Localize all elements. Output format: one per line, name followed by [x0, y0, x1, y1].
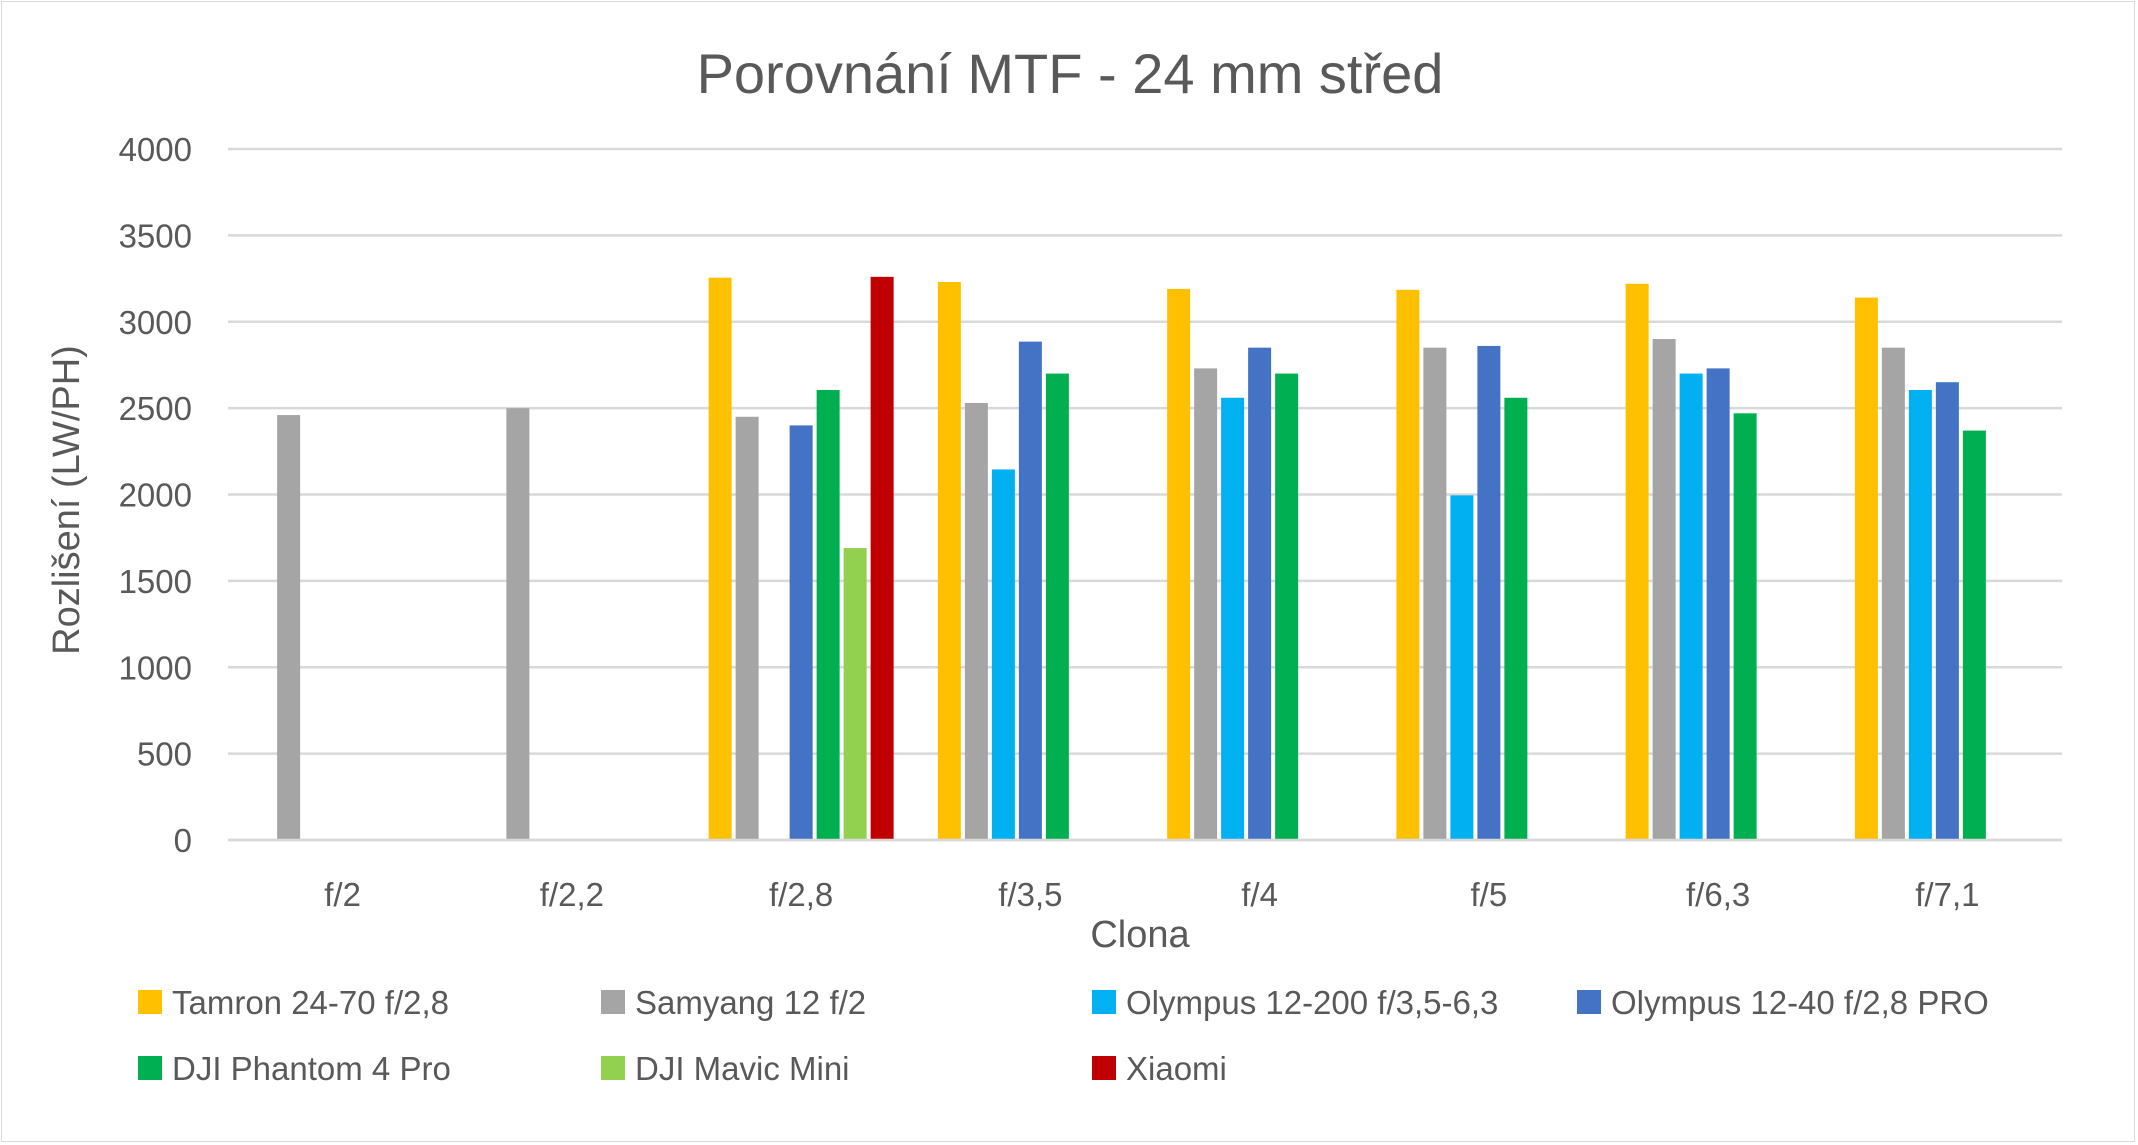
bar-olympus-12-200-f-3-5-6-3-5 [1450, 495, 1474, 840]
legend-swatch [1577, 990, 1601, 1014]
bar-olympus-12-200-f-3-5-6-3-3 [991, 469, 1015, 840]
y-tick-label: 1000 [119, 649, 192, 686]
bar-olympus-12-200-f-3-5-6-3-6 [1679, 373, 1703, 840]
legend-swatch [601, 1056, 625, 1080]
bar-xiaomi-2 [870, 276, 894, 841]
bar-dji-phantom-4-pro-2 [816, 389, 840, 840]
y-tick-label: 3000 [119, 304, 192, 341]
bar-tamron-24-70-f-2-8-6 [1625, 283, 1649, 840]
x-axis-label: Clona [1090, 914, 1190, 956]
legend-swatch [1092, 990, 1116, 1014]
x-tick-label: f/7,1 [1915, 876, 1979, 913]
bar-olympus-12-40-f-2-8-pro-7 [1935, 382, 1959, 840]
bar-tamron-24-70-f-2-8-2 [708, 277, 732, 841]
y-tick-label: 1500 [119, 563, 192, 600]
bar-olympus-12-40-f-2-8-pro-5 [1477, 345, 1501, 840]
legend-swatch [138, 1056, 162, 1080]
y-tick-label: 2000 [119, 477, 192, 514]
bars [228, 276, 2062, 842]
y-tick-label: 4000 [119, 131, 192, 168]
legend-swatch [1092, 1056, 1116, 1080]
y-tick-label: 500 [137, 736, 192, 773]
bar-olympus-12-40-f-2-8-pro-2 [789, 425, 813, 840]
x-tick-label: f/2 [324, 876, 361, 913]
bar-dji-phantom-4-pro-6 [1733, 413, 1757, 840]
bar-samyang-12-f-2-0 [277, 415, 301, 840]
x-tick-label: f/2,8 [769, 876, 833, 913]
legend-label: Samyang 12 f/2 [635, 984, 866, 1021]
bar-samyang-12-f-2-5 [1423, 347, 1447, 840]
x-tick-label: f/3,5 [998, 876, 1062, 913]
bar-dji-phantom-4-pro-7 [1962, 430, 1986, 840]
bar-dji-mavic-mini-2 [843, 548, 867, 840]
bar-olympus-12-200-f-3-5-6-3-4 [1221, 397, 1245, 840]
legend-label: Tamron 24-70 f/2,8 [172, 984, 449, 1021]
legend-label: Xiaomi [1126, 1050, 1227, 1087]
bar-tamron-24-70-f-2-8-4 [1167, 288, 1191, 840]
y-tick-label: 0 [174, 822, 192, 859]
bar-olympus-12-200-f-3-5-6-3-7 [1908, 389, 1932, 840]
x-tick-label: f/6,3 [1686, 876, 1750, 913]
legend-swatch [138, 990, 162, 1014]
gridlines [228, 147, 2062, 842]
x-tick-label: f/2,2 [540, 876, 604, 913]
bar-samyang-12-f-2-3 [964, 402, 988, 840]
bar-tamron-24-70-f-2-8-7 [1854, 297, 1878, 840]
y-axis-label: Rozlišení (LW/PH) [46, 345, 88, 655]
bar-dji-phantom-4-pro-5 [1504, 397, 1528, 840]
chart-title: Porovnání MTF - 24 mm střed [697, 42, 1444, 105]
x-tick-label: f/4 [1241, 876, 1278, 913]
y-tick-label: 2500 [119, 390, 192, 427]
x-tick-labels: f/2 f/2,2 f/2,8 f/3,5 f/4 f/5 f/6,3 f/7,1 [324, 876, 1979, 913]
bar-dji-phantom-4-pro-4 [1275, 373, 1299, 840]
bar-dji-phantom-4-pro-3 [1045, 373, 1069, 840]
y-tick-label: 3500 [119, 217, 192, 254]
x-tick-label: f/5 [1471, 876, 1508, 913]
bar-olympus-12-40-f-2-8-pro-4 [1248, 347, 1272, 840]
bar-tamron-24-70-f-2-8-5 [1396, 289, 1420, 840]
bar-samyang-12-f-2-1 [506, 408, 530, 840]
legend-label: Olympus 12-200 f/3,5-6,3 [1126, 984, 1498, 1021]
legend-label: Olympus 12-40 f/2,8 PRO [1611, 984, 1989, 1021]
legend-label: DJI Mavic Mini [635, 1050, 850, 1087]
bar-samyang-12-f-2-6 [1652, 339, 1676, 840]
bar-samyang-12-f-2-7 [1881, 347, 1905, 840]
bar-samyang-12-f-2-2 [735, 416, 759, 840]
bar-olympus-12-40-f-2-8-pro-6 [1706, 368, 1730, 840]
bar-olympus-12-40-f-2-8-pro-3 [1018, 341, 1042, 840]
y-tick-labels: 0 500 1000 1500 2000 2500 3000 3500 4000 [119, 131, 192, 859]
legend-label: DJI Phantom 4 Pro [172, 1050, 451, 1087]
bar-tamron-24-70-f-2-8-3 [937, 282, 961, 841]
legend: Tamron 24-70 f/2,8 Samyang 12 f/2 Olympus … [138, 984, 1989, 1087]
legend-swatch [601, 990, 625, 1014]
bar-samyang-12-f-2-4 [1194, 368, 1218, 840]
